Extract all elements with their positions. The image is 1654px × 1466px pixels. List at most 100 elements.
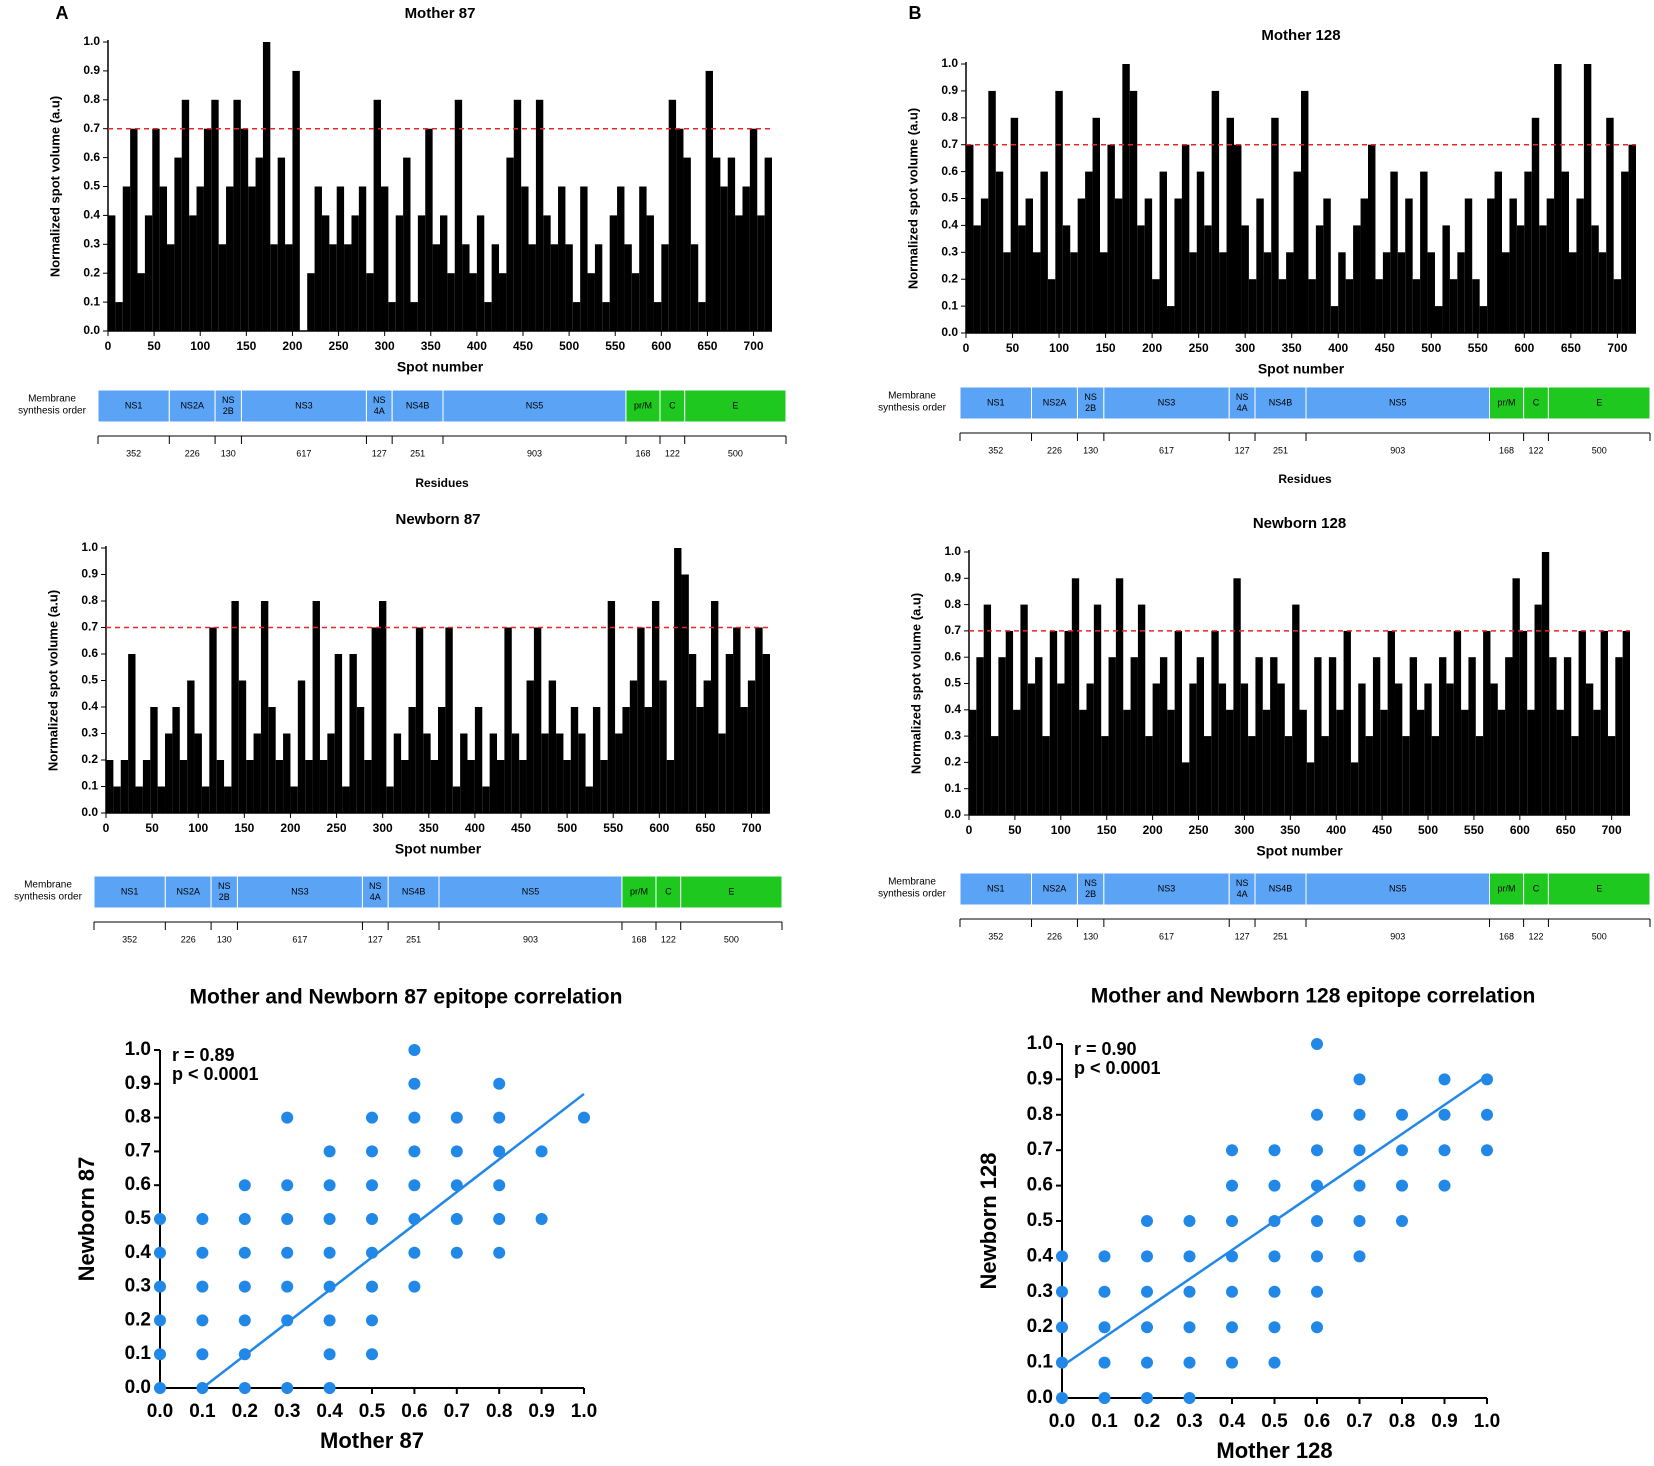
residue-count: 903 [1390, 931, 1405, 941]
bar [1101, 736, 1109, 815]
point [493, 1145, 506, 1158]
bar [1262, 709, 1271, 815]
segment-label: E [1596, 397, 1602, 407]
x-tick-label: 300 [1235, 341, 1255, 355]
bar [712, 157, 721, 331]
y-tick-label: 0.9 [941, 83, 958, 97]
residue-count: 352 [122, 934, 137, 944]
residue-count: 122 [1529, 931, 1544, 941]
bar [1615, 657, 1623, 815]
chart-title: Newborn 87 [395, 511, 480, 528]
y-tick-label: 0.1 [125, 1343, 152, 1364]
point [281, 1382, 294, 1394]
y-tick-label: 1.0 [125, 1039, 151, 1060]
bar [1343, 630, 1351, 815]
residue-count: 168 [631, 934, 646, 944]
bar [1204, 225, 1212, 333]
genome-segment [438, 875, 623, 909]
segment-label: E [728, 886, 734, 896]
genome-segment [387, 875, 440, 909]
point [323, 1280, 336, 1293]
bar [757, 215, 765, 331]
bar [1546, 198, 1555, 333]
segment-label: NS4B [406, 400, 430, 410]
y-axis-title: Normalized spot volume (a.u) [45, 590, 60, 771]
bar [674, 548, 682, 813]
segment-label: E [732, 400, 738, 410]
bar [1628, 144, 1636, 333]
bar [1598, 252, 1607, 333]
bar [1211, 90, 1220, 334]
x-tick-label: 1.0 [1474, 1411, 1500, 1432]
y-tick-label: 0.2 [944, 755, 961, 769]
bar [703, 680, 711, 813]
bar [1234, 144, 1242, 333]
y-tick-label: 0.8 [81, 593, 98, 607]
x-tick-label: 700 [742, 821, 762, 835]
y-tick-label: 0.7 [83, 121, 100, 135]
genome-segment [97, 389, 170, 423]
bar [988, 90, 996, 334]
bar [1431, 736, 1440, 815]
point [1353, 1250, 1366, 1263]
segment-label: C [1533, 397, 1540, 407]
bar [1621, 171, 1629, 333]
bar [432, 244, 440, 331]
bar [1583, 64, 1592, 333]
bar [1189, 252, 1197, 333]
x-tick-label: 450 [511, 821, 531, 835]
x-tick-label: 600 [649, 821, 669, 835]
residue-count: 127 [372, 448, 387, 458]
genome-segment [168, 389, 216, 423]
bar [1387, 630, 1395, 815]
bar [747, 680, 756, 813]
bar [113, 786, 121, 813]
bar [690, 244, 699, 331]
bar [342, 786, 350, 813]
bar [550, 244, 559, 331]
bar [1064, 630, 1072, 815]
point [1353, 1144, 1366, 1157]
x-tick-label: 300 [1234, 823, 1254, 837]
point [196, 1246, 209, 1259]
point [1311, 1250, 1323, 1263]
bar [1554, 64, 1562, 333]
point [366, 1246, 378, 1259]
bar [1049, 630, 1058, 815]
point [1183, 1285, 1196, 1298]
point [1311, 1144, 1323, 1157]
x-axis-title: Mother 87 [320, 1428, 424, 1453]
bar [1301, 90, 1309, 334]
chart-title: Mother and Newborn 87 epitope correlatio… [190, 986, 623, 1009]
bar [587, 273, 595, 331]
residue-count: 251 [1273, 445, 1288, 455]
residue-count: 903 [1390, 445, 1405, 455]
residue-count: 251 [1273, 931, 1288, 941]
chart-title: Mother and Newborn 128 epitope correlati… [1091, 985, 1536, 1008]
bar [122, 186, 131, 331]
point [281, 1111, 294, 1124]
bar [659, 680, 667, 813]
point [238, 1246, 251, 1259]
genome-segment [1254, 872, 1307, 906]
point [408, 1077, 421, 1090]
residues-label: Residues [415, 476, 469, 490]
x-tick-label: 250 [1188, 823, 1208, 837]
x-tick-label: 650 [1561, 341, 1581, 355]
point [408, 1179, 421, 1192]
y-tick-label: 1.0 [83, 34, 100, 48]
genome-segment [1031, 872, 1078, 906]
bar [1114, 198, 1123, 333]
bar [644, 707, 652, 813]
map-row-label: synthesis order [878, 403, 946, 414]
bar [312, 601, 320, 813]
residue-count: 903 [523, 934, 538, 944]
y-tick-label: 0.5 [125, 1208, 152, 1229]
bar [1286, 252, 1294, 333]
x-tick-label: 350 [1280, 823, 1300, 837]
point [238, 1213, 251, 1225]
y-tick-label: 0.8 [944, 597, 961, 611]
segment-label: NS2A [180, 400, 204, 410]
point [1438, 1179, 1451, 1192]
segment-label: 4A [1237, 889, 1248, 899]
